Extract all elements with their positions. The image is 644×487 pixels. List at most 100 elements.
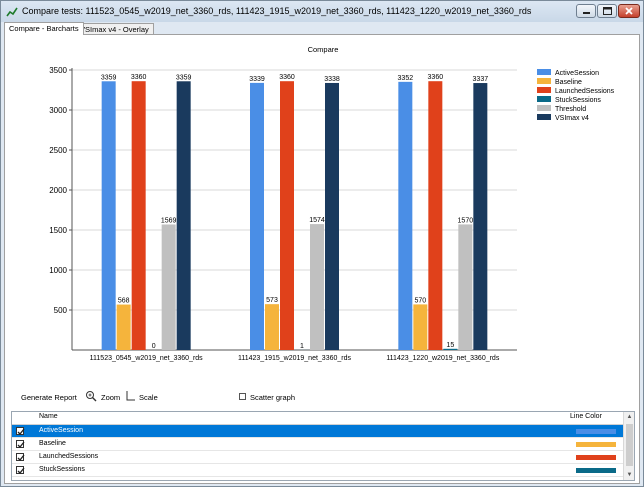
bar-baseline[interactable] bbox=[116, 304, 131, 350]
title-bar[interactable]: Compare tests: 111523_0545_w2019_net_336… bbox=[1, 1, 643, 22]
column-header-line-color[interactable]: Line Color bbox=[570, 413, 602, 420]
bar-launchedsessions[interactable] bbox=[428, 81, 443, 350]
table-row[interactable]: LaunchedSessions bbox=[12, 451, 623, 464]
minimize-button[interactable] bbox=[576, 4, 596, 18]
y-tick-label: 500 bbox=[54, 306, 68, 315]
legend-label: LaunchedSessions bbox=[555, 88, 615, 95]
maximize-icon bbox=[603, 7, 612, 15]
row-name: StuckSessions bbox=[39, 466, 85, 473]
bar-value-label: 1574 bbox=[309, 217, 325, 224]
bar-activesession[interactable] bbox=[398, 81, 413, 350]
close-button[interactable] bbox=[618, 4, 640, 18]
chart-title: Compare bbox=[308, 45, 339, 54]
bar-vsimax-v4[interactable] bbox=[473, 83, 488, 350]
line-color-swatch[interactable] bbox=[576, 429, 616, 434]
bar-vsimax-v4[interactable] bbox=[176, 81, 191, 350]
bar-value-label: 1569 bbox=[161, 217, 177, 224]
bar-threshold[interactable] bbox=[161, 224, 176, 350]
x-tick-label: 111423_1915_w2019_net_3360_rds bbox=[238, 355, 352, 362]
chart-line-icon bbox=[6, 7, 18, 17]
bar-value-label: 3359 bbox=[176, 74, 192, 81]
minimize-icon bbox=[583, 12, 590, 14]
legend-swatch bbox=[537, 87, 551, 93]
y-tick-label: 2500 bbox=[49, 146, 67, 155]
row-name: LaunchedSessions bbox=[39, 453, 99, 460]
scroll-up-icon[interactable]: ▲ bbox=[626, 414, 633, 420]
bar-launchedsessions[interactable] bbox=[131, 81, 146, 350]
checkmark-icon bbox=[17, 441, 25, 448]
table-row[interactable]: StuckSessions bbox=[12, 464, 623, 477]
tab-strip: Compare - Barcharts VSImax v4 - Overlay bbox=[4, 22, 640, 35]
bar-value-label: 568 bbox=[118, 298, 130, 305]
legend-swatch bbox=[537, 69, 551, 75]
legend-swatch bbox=[537, 114, 551, 120]
bar-vsimax-v4[interactable] bbox=[325, 82, 339, 351]
table-row[interactable]: ActiveSession bbox=[12, 425, 623, 438]
bar-launchedsessions[interactable] bbox=[280, 81, 294, 350]
bar-value-label: 3360 bbox=[131, 74, 147, 81]
scale-icon[interactable] bbox=[126, 390, 136, 402]
scroll-thumb[interactable] bbox=[626, 424, 633, 466]
row-checkbox[interactable] bbox=[16, 427, 25, 435]
bar-value-label: 3360 bbox=[428, 74, 444, 81]
legend-label: VSImax v4 bbox=[555, 115, 589, 122]
close-icon bbox=[625, 7, 633, 15]
x-tick-label: 111423_1220_w2019_net_3360_rds bbox=[386, 355, 500, 362]
line-color-swatch[interactable] bbox=[576, 468, 616, 473]
legend-label: StuckSessions bbox=[555, 97, 601, 104]
bar-threshold[interactable] bbox=[458, 224, 473, 350]
tab-vsimax-overlay[interactable]: VSImax v4 - Overlay bbox=[75, 23, 154, 34]
bar-activesession[interactable] bbox=[250, 82, 264, 350]
checkmark-icon bbox=[17, 454, 25, 461]
checkmark-icon bbox=[17, 428, 25, 435]
y-tick-label: 2000 bbox=[49, 186, 67, 195]
x-tick-label: 111523_0545_w2019_net_3360_rds bbox=[90, 355, 204, 362]
bar-value-label: 3352 bbox=[398, 75, 414, 82]
y-tick-label: 1000 bbox=[49, 266, 67, 275]
tab-content: Compare 3500 3000 2500 2000 1500 1000 500 3359… bbox=[4, 34, 640, 484]
bar-value-label: 3337 bbox=[473, 76, 489, 83]
line-color-swatch[interactable] bbox=[576, 455, 616, 460]
bar-value-label: 3338 bbox=[324, 76, 340, 83]
table-row[interactable]: Baseline bbox=[12, 438, 623, 451]
row-name: Baseline bbox=[39, 440, 66, 447]
tab-compare-barcharts[interactable]: Compare - Barcharts bbox=[4, 22, 84, 35]
bar-value-label: 0 bbox=[152, 343, 156, 350]
line-color-swatch[interactable] bbox=[576, 442, 616, 447]
legend-swatch bbox=[537, 96, 551, 102]
scale-label[interactable]: Scale bbox=[139, 393, 158, 402]
row-checkbox[interactable] bbox=[16, 440, 25, 448]
column-header-name[interactable]: Name bbox=[39, 413, 58, 420]
y-tick-label: 3500 bbox=[49, 66, 67, 75]
row-checkbox[interactable] bbox=[16, 453, 25, 461]
bar-value-label: 1570 bbox=[458, 217, 474, 224]
bar-value-label: 3360 bbox=[279, 74, 295, 81]
bar-value-label: 573 bbox=[266, 297, 278, 304]
window-title: Compare tests: 111523_0545_w2019_net_336… bbox=[22, 6, 532, 16]
vertical-scrollbar[interactable]: ▲ ▼ bbox=[623, 412, 634, 480]
legend-swatch bbox=[537, 105, 551, 111]
maximize-button[interactable] bbox=[597, 4, 617, 18]
zoom-label[interactable]: Zoom bbox=[101, 393, 121, 402]
scatter-graph-checkbox[interactable] bbox=[239, 393, 246, 400]
bar-activesession[interactable] bbox=[101, 81, 116, 350]
bar-baseline[interactable] bbox=[413, 304, 428, 350]
bar-threshold[interactable] bbox=[310, 224, 324, 350]
bar-baseline[interactable] bbox=[265, 304, 279, 350]
bar-stucksessions[interactable] bbox=[443, 348, 458, 350]
bar-value-label: 15 bbox=[446, 342, 454, 349]
zoom-icon[interactable] bbox=[85, 390, 97, 402]
generate-report-link[interactable]: Generate Report bbox=[21, 393, 77, 402]
row-name: ActiveSession bbox=[39, 427, 83, 434]
table-header: Name Line Color bbox=[12, 412, 623, 425]
scroll-down-icon[interactable]: ▼ bbox=[626, 472, 633, 478]
scatter-graph-label[interactable]: Scatter graph bbox=[250, 393, 296, 402]
legend-swatch bbox=[537, 78, 551, 84]
bar-value-label: 3359 bbox=[101, 74, 117, 81]
series-table: Name Line Color ActiveSession Baseline Lau… bbox=[11, 411, 635, 481]
checkmark-icon bbox=[17, 467, 25, 474]
chart-controls: Generate Report Zoom Scale Scatter graph bbox=[5, 387, 639, 409]
chart-legend: ActiveSession Baseline LaunchedSessions Stu… bbox=[537, 69, 615, 122]
row-checkbox[interactable] bbox=[16, 466, 25, 474]
